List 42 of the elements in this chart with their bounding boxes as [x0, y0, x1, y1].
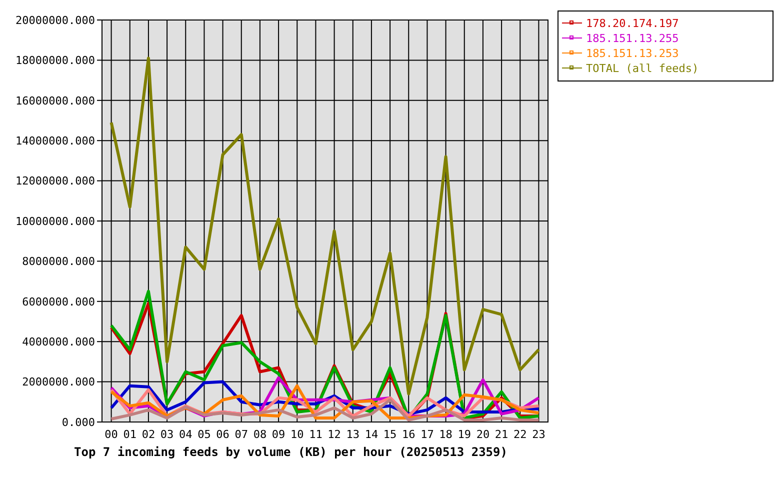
y-tick-label: 16000000.000: [16, 94, 95, 108]
x-tick-label: 16: [402, 428, 416, 441]
x-tick-label: 19: [458, 428, 471, 441]
text: Top 7 incoming feeds by volume (KB) per hour (20250513 2359): [74, 445, 508, 459]
x-tick-label: 05: [198, 428, 211, 441]
x-tick-label: 09: [272, 428, 286, 441]
x-tick-label: 13: [346, 428, 360, 441]
y-tick-label: 10000000.000: [16, 214, 95, 228]
x-tick-label: 10: [290, 428, 304, 441]
x-tick-label: 06: [216, 428, 230, 441]
legend-label: 178.20.174.197: [586, 16, 679, 30]
legend-label: TOTAL (all feeds): [586, 62, 699, 75]
x-tick-label: 00: [104, 428, 118, 441]
x-tick-label: 02: [142, 428, 156, 441]
legend-label: 185.151.13.253: [586, 46, 679, 60]
x-tick-label: 12: [328, 428, 341, 441]
line-series: [110, 398, 540, 422]
y-tick-label: 8000000.000: [22, 255, 95, 268]
y-tick-label: 20000000.000: [16, 14, 95, 27]
x-tick-label: 15: [383, 428, 397, 441]
x-tick-label: 07: [234, 428, 248, 441]
x-tick-label: 21: [494, 428, 508, 441]
legend-label: 185.151.13.255: [586, 32, 679, 45]
x-tick-label: 20: [476, 428, 490, 441]
y-tick-label: 4000000.000: [22, 335, 95, 348]
y-tick-label: 14000000.000: [16, 134, 95, 148]
y-tick-label: 18000000.000: [16, 54, 95, 68]
y-tick-label: 6000000.000: [22, 295, 95, 308]
x-tick-label: 22: [514, 428, 527, 441]
x-tick-label: 18: [439, 428, 452, 441]
x-tick-label: 08: [253, 428, 267, 441]
y-tick-label: 0.000: [62, 416, 95, 429]
y-tick-label: 12000000.000: [16, 174, 95, 188]
x-tick-label: 11: [309, 428, 322, 441]
x-tick-label: 14: [364, 428, 378, 441]
line-series: [110, 56, 540, 396]
x-tick-label: 04: [179, 428, 193, 441]
x-tick-label: 17: [420, 428, 434, 441]
x-tick-label: 03: [160, 428, 174, 441]
x-tick-label: 23: [532, 428, 546, 441]
x-tick-label: 01: [123, 428, 136, 441]
y-tick-label: 2000000.000: [22, 376, 95, 389]
